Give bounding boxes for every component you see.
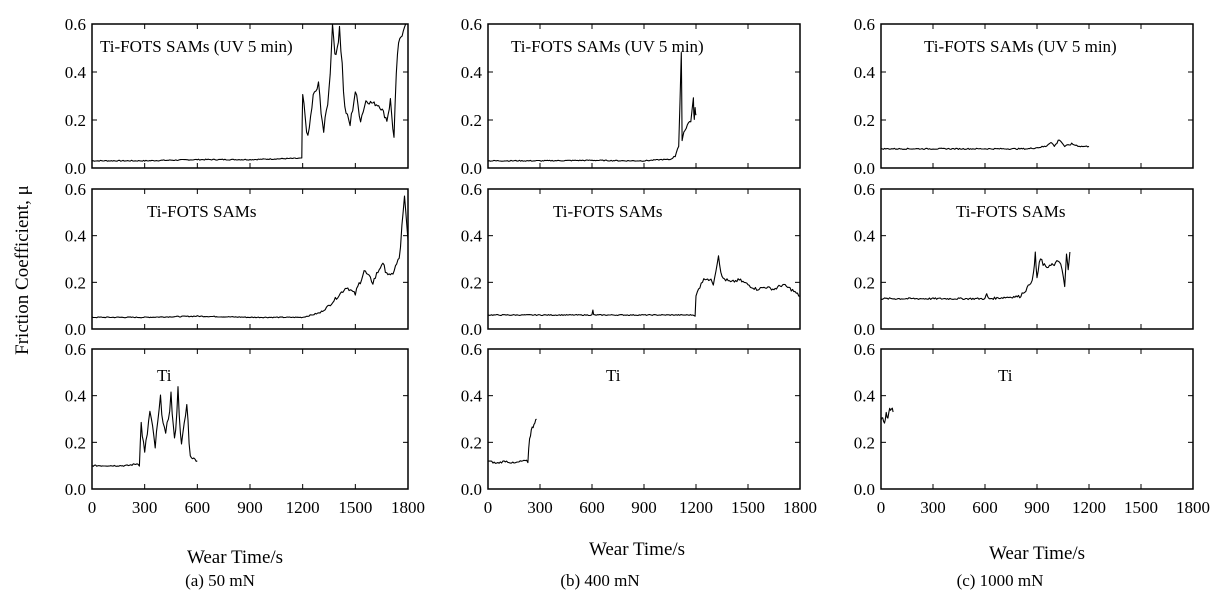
x-tick-label: 1200 xyxy=(286,498,320,517)
panel-3-1: 0.0 0.2 0.4 0.6 Ti-FOTS SAMs (UV 5 min) xyxy=(854,15,1194,178)
y-tick-label: 0.0 xyxy=(65,480,86,499)
x-tick-label: 0 xyxy=(88,498,97,517)
y-tick-label: 0.4 xyxy=(65,63,87,82)
plot-frame xyxy=(880,348,1194,490)
panel-2-3: 0.0 0.2 0.4 0.6 Ti xyxy=(461,340,801,499)
x-axis-label: Wear Time/s xyxy=(187,547,283,568)
plot-frame xyxy=(91,348,409,490)
panel-2-1: 0.0 0.2 0.4 0.6 Ti-FOTS SAMs (UV 5 min) xyxy=(461,15,801,178)
y-axis-label: Friction Coefficient, μ xyxy=(12,185,33,355)
panel-label: Ti-FOTS SAMs (UV 5 min) xyxy=(100,37,293,56)
panel-label: Ti xyxy=(606,366,621,385)
friction-trace xyxy=(487,255,801,317)
y-tick-label: 0.2 xyxy=(65,273,86,292)
x-tick-label: 900 xyxy=(1024,498,1050,517)
x-tick-label: 600 xyxy=(185,498,211,517)
y-tick-label: 0.0 xyxy=(65,159,86,178)
y-tick-label: 0.2 xyxy=(461,273,482,292)
friction-trace xyxy=(91,195,409,319)
friction-trace xyxy=(488,418,537,464)
panel-1-1: 0.0 0.2 0.4 0.6 Ti-FOTS SAMs (UV 5 min) xyxy=(65,15,409,178)
y-tick-label: 0.4 xyxy=(65,227,87,246)
x-tick-label: 300 xyxy=(132,498,158,517)
x-tick-label: 900 xyxy=(631,498,657,517)
x-tick-label: 1800 xyxy=(1176,498,1210,517)
friction-trace xyxy=(880,139,1090,150)
y-tick-label: 0.4 xyxy=(854,227,876,246)
y-tick-label: 0.0 xyxy=(461,480,482,499)
x-tick-label: 300 xyxy=(920,498,946,517)
y-tick-label: 0.4 xyxy=(461,227,483,246)
y-tick-label: 0.6 xyxy=(854,15,875,34)
y-tick-label: 0.0 xyxy=(854,480,875,499)
friction-trace xyxy=(880,407,894,424)
y-tick-label: 0.2 xyxy=(854,111,875,130)
y-tick-label: 0.4 xyxy=(461,387,483,406)
x-tick-label: 1200 xyxy=(679,498,713,517)
panel-label: Ti-FOTS SAMs xyxy=(956,202,1065,221)
x-tick-label: 1500 xyxy=(338,498,372,517)
panel-label: Ti-FOTS SAMs xyxy=(147,202,256,221)
y-tick-label: 0.6 xyxy=(65,15,86,34)
x-tick-label: 900 xyxy=(237,498,263,517)
x-axis-label: Wear Time/s xyxy=(589,539,685,560)
friction-trace xyxy=(880,251,1071,301)
x-tick-label: 1200 xyxy=(1072,498,1106,517)
y-tick-label: 0.4 xyxy=(461,63,483,82)
subfigure-caption: (a) 50 mN xyxy=(185,571,255,590)
x-axis-label: Wear Time/s xyxy=(989,543,1085,564)
y-tick-label: 0.0 xyxy=(65,320,86,339)
y-tick-label: 0.4 xyxy=(854,63,876,82)
friction-trace xyxy=(91,23,408,162)
panel-label: Ti-FOTS SAMs (UV 5 min) xyxy=(924,37,1117,56)
panel-1-3: 0.0 0.2 0.4 0.6 Ti xyxy=(65,340,409,499)
y-tick-label: 0.6 xyxy=(854,180,875,199)
x-tick-label: 1800 xyxy=(783,498,817,517)
panel-label: Ti xyxy=(998,366,1013,385)
x-tick-label: 300 xyxy=(527,498,553,517)
panel-label: Ti xyxy=(157,366,172,385)
y-tick-label: 0.6 xyxy=(65,340,86,359)
panel-2-2: 0.0 0.2 0.4 0.6 Ti-FOTS SAMs xyxy=(461,180,801,339)
y-tick-label: 0.0 xyxy=(854,320,875,339)
x-tick-label: 600 xyxy=(579,498,605,517)
y-tick-label: 0.2 xyxy=(65,433,86,452)
y-tick-label: 0.6 xyxy=(461,15,482,34)
y-tick-label: 0.6 xyxy=(854,340,875,359)
panel-3-3: 0.0 0.2 0.4 0.6 Ti xyxy=(854,340,1194,499)
y-tick-label: 0.0 xyxy=(854,159,875,178)
plot-frame xyxy=(487,348,801,490)
y-tick-label: 0.2 xyxy=(65,111,86,130)
y-tick-label: 0.6 xyxy=(461,340,482,359)
panel-label: Ti-FOTS SAMs xyxy=(553,202,662,221)
panel-1-2: 0.0 0.2 0.4 0.6 Ti-FOTS SAMs xyxy=(65,180,409,339)
x-tick-label: 1800 xyxy=(391,498,425,517)
subfigure-caption: (b) 400 mN xyxy=(560,571,639,590)
friction-trace xyxy=(487,52,697,162)
friction-trace xyxy=(91,386,198,467)
y-tick-label: 0.2 xyxy=(461,433,482,452)
y-tick-label: 0.2 xyxy=(461,111,482,130)
y-tick-label: 0.2 xyxy=(854,433,875,452)
y-tick-label: 0.0 xyxy=(461,159,482,178)
x-tick-label: 0 xyxy=(877,498,886,517)
panel-3-2: 0.0 0.2 0.4 0.6 Ti-FOTS SAMs xyxy=(854,180,1194,339)
x-tick-label: 600 xyxy=(972,498,998,517)
subfigure-caption: (c) 1000 mN xyxy=(957,571,1044,590)
y-tick-label: 0.6 xyxy=(65,180,86,199)
x-tick-label: 1500 xyxy=(731,498,765,517)
y-tick-label: 0.2 xyxy=(854,273,875,292)
y-tick-label: 0.4 xyxy=(854,387,876,406)
y-tick-label: 0.0 xyxy=(461,320,482,339)
x-tick-label: 0 xyxy=(484,498,493,517)
x-tick-label: 1500 xyxy=(1124,498,1158,517)
y-tick-label: 0.4 xyxy=(65,387,87,406)
panel-label: Ti-FOTS SAMs (UV 5 min) xyxy=(511,37,704,56)
y-tick-label: 0.6 xyxy=(461,180,482,199)
